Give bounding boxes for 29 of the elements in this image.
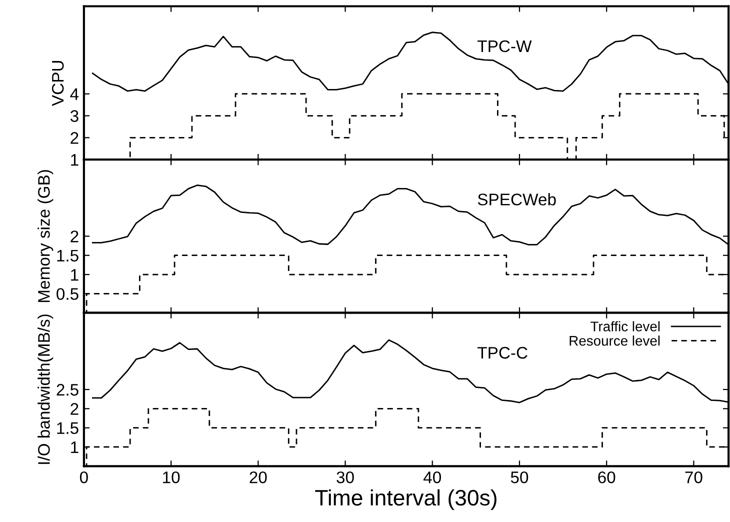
y-axis-title: VCPU	[52, 61, 64, 106]
annotation: TPC-C	[478, 346, 528, 359]
x-tick-label: 30	[336, 471, 354, 484]
x-tick-label: 40	[423, 471, 441, 484]
x-axis-title: Time interval (30s)	[315, 489, 496, 510]
x-tick-label: 60	[598, 471, 616, 484]
y-tick-label: 4	[70, 88, 79, 100]
y-tick-label: 1	[71, 442, 78, 454]
y-tick-label: 1	[71, 269, 78, 281]
y-tick-label: 1	[71, 154, 78, 166]
x-tick-label: 50	[510, 471, 528, 484]
legend-label: Resource level	[570, 336, 660, 346]
x-tick-label: 10	[163, 471, 180, 484]
y-tick-label: 2	[70, 230, 78, 242]
y-tick-label: 2.5	[56, 384, 78, 396]
y-axis-title: I/O bandwidth(MB/s)	[38, 314, 54, 464]
y-tick-label: 2	[70, 132, 78, 144]
annotation: SPECWeb	[478, 193, 556, 206]
y-tick-label: 3	[70, 110, 78, 122]
x-tick-label: 70	[685, 471, 702, 484]
annotation: TPC-W	[478, 40, 532, 52]
legend-label: Traffic level	[590, 321, 660, 332]
x-tick-label: 0	[80, 471, 88, 484]
y-tick-label: 2	[70, 403, 78, 415]
y-axis-title: Memory size (GB)	[38, 170, 54, 302]
x-tick-label: 20	[250, 471, 267, 484]
y-tick-label: 1.5	[57, 250, 78, 262]
y-tick-label: 0.5	[56, 288, 78, 300]
y-tick-label: 1.5	[57, 422, 78, 434]
